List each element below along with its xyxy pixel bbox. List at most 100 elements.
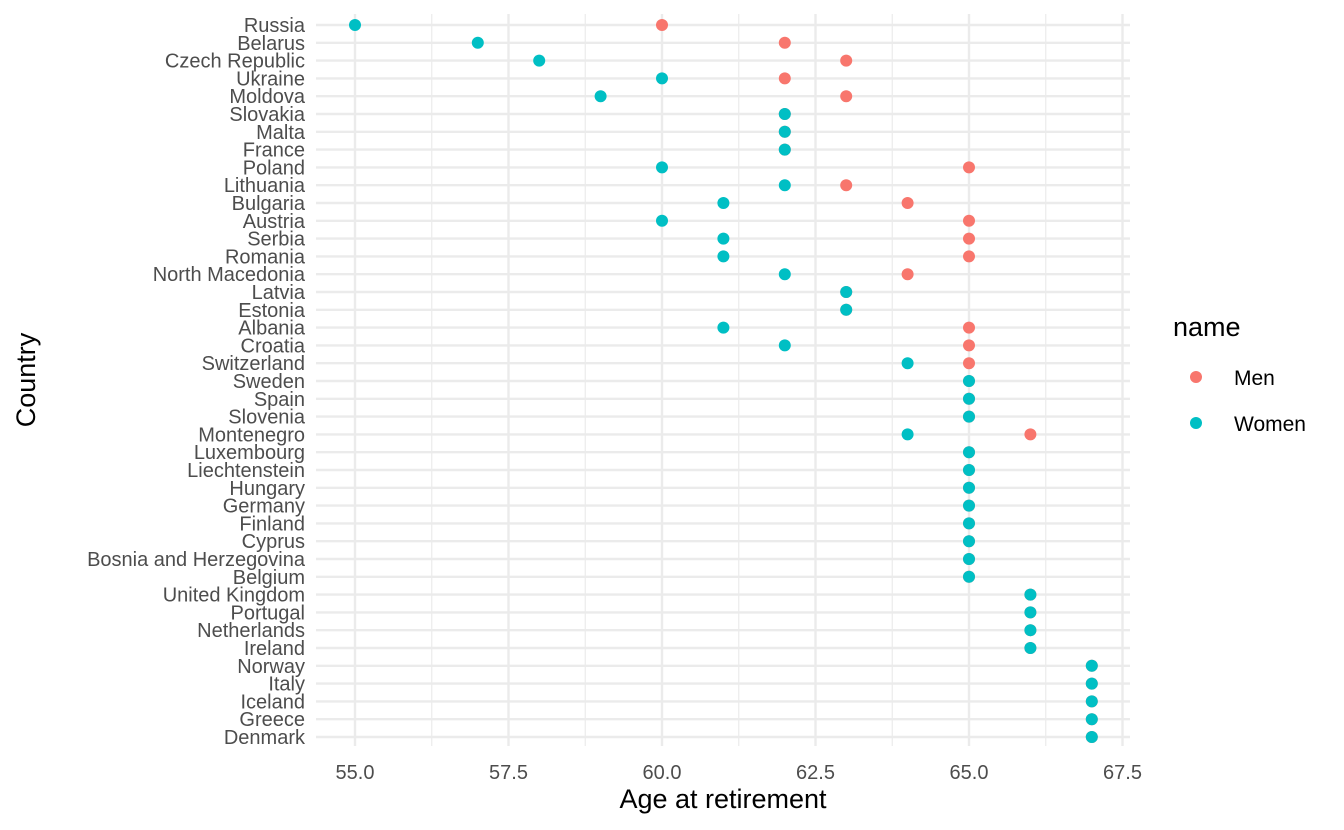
point-women-cyprus [963,535,975,548]
y-tick-label-sweden: Sweden [233,371,305,393]
y-tick-label-norway: Norway [237,656,305,678]
y-tick-label-denmark: Denmark [224,727,306,749]
y-tick-label-greece: Greece [239,709,305,731]
point-women-france [778,143,791,156]
point-men-ukraine [778,72,791,85]
y-tick-label-czech-republic: Czech Republic [165,51,305,73]
y-tick-label-malta: Malta [256,122,306,144]
point-women-ukraine [656,72,668,85]
y-tick-label-slovenia: Slovenia [228,407,306,429]
y-tick-label-serbia: Serbia [247,229,306,251]
y-tick-label-moldova: Moldova [229,86,305,108]
x-tick-label: 60.0 [643,762,682,784]
major-gridlines [316,14,1130,746]
y-tick-label-poland: Poland [243,157,305,179]
point-women-greece [1085,713,1098,726]
data-points [349,19,1098,743]
point-women-hungary [963,481,975,494]
y-tick-label-bulgaria: Bulgaria [232,193,306,215]
y-tick-label-liechtenstein: Liechtenstein [187,460,305,482]
point-men-austria [963,214,975,227]
y-tick-label-luxembourg: Luxembourg [194,442,305,464]
point-women-ireland [1024,642,1037,654]
y-tick-label-belgium: Belgium [233,567,305,589]
point-women-italy [1085,677,1098,690]
y-tick-label-spain: Spain [254,389,305,411]
y-tick-label-portugal: Portugal [231,602,306,624]
point-women-romania [717,250,730,263]
point-women-luxembourg [963,446,975,459]
y-tick-label-albania: Albania [238,318,306,340]
point-women-norway [1085,659,1098,672]
y-tick-label-austria: Austria [243,211,306,233]
point-women-estonia [840,303,853,316]
legend-label-men: Men [1234,367,1275,390]
point-men-moldova [840,90,853,103]
point-women-denmark [1085,731,1098,743]
y-tick-label-latvia: Latvia [252,282,306,304]
y-tick-label-north-macedonia: North Macedonia [153,264,306,286]
point-women-switzerland [901,357,914,370]
point-women-belgium [963,570,975,583]
x-axis-title: Age at retirement [619,784,827,814]
y-axis-title: Country [11,332,41,427]
point-men-lithuania [840,179,853,192]
x-tick-label: 55.0 [336,762,375,784]
point-women-finland [963,517,975,530]
point-men-romania [963,250,975,263]
point-women-montenegro [901,428,914,441]
point-women-poland [656,161,668,174]
point-women-germany [963,499,975,512]
y-tick-label-estonia: Estonia [238,300,306,322]
legend-title: name [1173,312,1241,342]
x-tick-label: 67.5 [1103,762,1142,784]
y-tick-label-lithuania: Lithuania [224,175,306,197]
point-men-russia [656,19,668,31]
y-tick-label-france: France [243,140,305,162]
y-tick-label-romania: Romania [225,246,306,268]
point-women-belarus [471,36,484,49]
point-women-liechtenstein [963,464,975,476]
point-men-czech-republic [840,54,853,67]
point-women-russia [349,19,361,31]
y-tick-label-slovakia: Slovakia [229,104,305,126]
x-tick-label: 65.0 [950,762,989,784]
legend-key-men [1190,371,1202,383]
point-women-iceland [1085,695,1098,708]
point-women-north-macedonia [778,268,791,281]
point-men-montenegro [1024,428,1037,441]
x-axis-tick-labels: 55.0 57.5 60.0 62.5 65.0 67.5 [336,762,1142,784]
point-men-bulgaria [901,197,914,209]
point-women-malta [778,125,791,138]
point-men-belarus [778,36,791,49]
point-women-sweden [963,375,975,387]
point-women-austria [656,214,668,227]
point-men-switzerland [963,357,975,370]
point-men-albania [963,321,975,334]
y-tick-label-russia: Russia [244,15,306,37]
point-women-netherlands [1024,624,1037,637]
point-women-bosnia-and-herzegovina [963,553,975,565]
point-men-poland [963,161,975,174]
point-women-moldova [594,90,607,103]
y-tick-label-iceland: Iceland [241,691,306,713]
point-women-albania [717,321,730,334]
y-tick-label-germany: Germany [223,496,305,518]
point-women-latvia [840,286,853,298]
y-tick-label-italy: Italy [268,674,305,696]
point-women-spain [963,392,975,405]
point-men-north-macedonia [901,268,914,281]
y-tick-label-finland: Finland [239,513,305,535]
y-tick-label-netherlands: Netherlands [197,620,305,642]
y-tick-label-croatia: Croatia [241,335,306,357]
y-tick-label-united-kingdom: United Kingdom [163,585,305,607]
point-men-croatia [963,339,975,352]
point-women-croatia [778,339,791,352]
point-women-serbia [717,232,730,245]
y-tick-label-hungary: Hungary [229,478,305,500]
y-tick-label-ireland: Ireland [244,638,305,660]
legend: name Men Women [1173,312,1306,436]
legend-key-women [1190,417,1202,429]
y-tick-label-belarus: Belarus [237,33,305,55]
